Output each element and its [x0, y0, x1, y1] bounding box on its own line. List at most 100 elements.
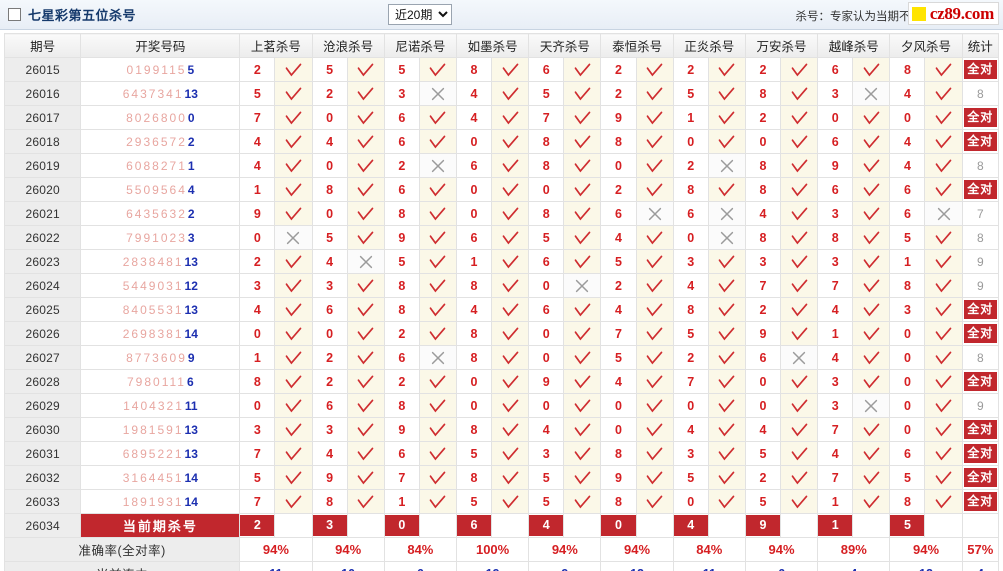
kill-value-expert-1: 4: [311, 441, 348, 466]
hit-check-icon-expert-2: [418, 465, 457, 490]
kill-value-expert-1: 8: [311, 177, 348, 202]
hit-check-icon-expert-4: [563, 441, 602, 466]
summary-pct-expert-5: 94%: [600, 537, 674, 562]
kill-value-expert-4: 8: [528, 201, 565, 226]
current-period-row: 26034 当前期杀号 2 3 0 6 4 0 4 9 1 5: [3, 513, 1000, 538]
kill-value-expert-9: 8: [889, 273, 926, 298]
kill-value-expert-3: 0: [455, 177, 493, 202]
hit-check-icon-expert-8: [852, 177, 891, 202]
kill-value-expert-0: 7: [239, 105, 276, 130]
current-kill-expert-0: 2: [239, 513, 276, 538]
hit-check-icon-expert-0: [274, 177, 313, 202]
hit-check-icon-expert-0: [274, 393, 313, 418]
row-stat: 9: [961, 249, 1000, 274]
hit-check-icon-expert-5: [635, 57, 674, 82]
kill-value-expert-3: 5: [455, 441, 493, 466]
summary-streak-expert-5: 12: [600, 561, 674, 571]
current-kill-expert-1: 3: [311, 513, 348, 538]
kill-value-expert-4: 5: [528, 465, 565, 490]
row-issue: 26015: [3, 57, 82, 82]
site-logo[interactable]: cz89.com: [907, 2, 999, 25]
current-result-placeholder-8: [852, 513, 891, 538]
kill-value-expert-4: 3: [528, 441, 565, 466]
hit-check-icon-expert-1: [346, 105, 385, 130]
hit-check-icon-expert-9: [924, 465, 963, 490]
kill-value-expert-7: 9: [744, 321, 782, 346]
hit-check-icon-expert-6: [707, 249, 746, 274]
kill-value-expert-1: 2: [311, 345, 348, 370]
summary-streak-expert-9: 12: [889, 561, 963, 571]
kill-value-expert-0: 4: [239, 153, 276, 178]
hit-check-icon-expert-8: [852, 105, 891, 130]
hit-check-icon-expert-9: [924, 177, 963, 202]
row-stat: 全对: [961, 105, 1000, 130]
table-row: 26021 64356322 9 0 8 0 8 6 6 4 3 6 7: [3, 201, 1000, 226]
col-header-expert-0: 上茗杀号: [239, 33, 313, 58]
hit-check-icon-expert-7: [779, 393, 819, 418]
kill-value-expert-3: 6: [455, 225, 493, 250]
kill-value-expert-4: 4: [528, 417, 565, 442]
hit-check-icon-expert-3: [491, 345, 530, 370]
hit-check-icon-expert-7: [779, 225, 819, 250]
hit-check-icon-expert-3: [491, 201, 530, 226]
row-issue: 26016: [3, 81, 82, 106]
summary-row-0: 准确率(全对率) 94% 94% 84% 100% 94% 94% 84% 94% 89% 94% 5…: [3, 537, 1000, 562]
miss-cross-icon-expert-2: [418, 345, 457, 370]
kill-value-expert-1: 6: [311, 393, 348, 418]
hit-check-icon-expert-7: [779, 105, 819, 130]
hit-check-icon-expert-7: [779, 129, 819, 154]
kill-value-expert-0: 5: [239, 465, 276, 490]
kill-value-expert-5: 5: [600, 345, 637, 370]
summary-pct-total: 57%: [961, 537, 1000, 562]
row-issue: 26020: [3, 177, 82, 202]
header-row: 期号 开奖号码 上茗杀号 沧浪杀号 尼诺杀号 如墨杀号 天齐杀号 泰恒杀号 正炎…: [3, 33, 1000, 58]
period-select-wrap[interactable]: 近20期: [388, 4, 452, 25]
table-row: 26016 643734113 5 2 3 4 5 2 5 8 3 4 8: [3, 81, 1000, 106]
kill-value-expert-2: 9: [383, 225, 420, 250]
kill-value-expert-4: 0: [528, 345, 565, 370]
miss-cross-icon-expert-8: [852, 393, 891, 418]
hit-check-icon-expert-4: [563, 201, 602, 226]
kill-value-expert-0: 1: [239, 345, 276, 370]
kill-value-expert-3: 0: [455, 393, 493, 418]
hit-check-icon-expert-3: [491, 225, 530, 250]
row-open-numbers: 79910233: [80, 225, 241, 250]
kill-value-expert-7: 2: [744, 57, 782, 82]
summary-label-0: 准确率(全对率): [3, 537, 241, 562]
kill-value-expert-8: 4: [817, 441, 854, 466]
hit-check-icon-expert-1: [346, 393, 385, 418]
kill-value-expert-5: 0: [600, 393, 637, 418]
hit-check-icon-expert-0: [274, 129, 313, 154]
hit-check-icon-expert-5: [635, 177, 674, 202]
table-row: 26022 79910233 0 5 9 6 5 4 0 8 8 5 8: [3, 225, 1000, 250]
hit-check-icon-expert-9: [924, 393, 963, 418]
all-correct-badge: 全对: [963, 444, 997, 463]
row-open-numbers: 189193114: [80, 489, 241, 514]
summary-streak-expert-8: 4: [817, 561, 891, 571]
current-result-placeholder-1: [346, 513, 385, 538]
header-checkbox[interactable]: [8, 8, 21, 21]
hit-check-icon-expert-0: [274, 441, 313, 466]
summary-pct-expert-1: 94%: [311, 537, 385, 562]
row-open-numbers: 29365722: [80, 129, 241, 154]
kill-value-expert-6: 0: [672, 225, 709, 250]
hit-check-icon-expert-5: [635, 81, 674, 106]
hit-check-icon-expert-3: [491, 273, 530, 298]
kill-value-expert-4: 0: [528, 273, 565, 298]
hit-check-icon-expert-3: [491, 441, 530, 466]
hit-check-icon-expert-7: [779, 441, 819, 466]
hit-check-icon-expert-6: [707, 369, 746, 394]
hit-check-icon-expert-3: [491, 129, 530, 154]
row-issue: 26025: [3, 297, 82, 322]
current-issue: 26034: [3, 513, 82, 538]
current-result-placeholder-5: [635, 513, 674, 538]
period-select[interactable]: 近20期: [388, 4, 452, 25]
kill-value-expert-5: 4: [600, 297, 637, 322]
kill-value-expert-2: 2: [383, 369, 420, 394]
hit-check-icon-expert-9: [924, 417, 963, 442]
row-stat: 全对: [961, 417, 1000, 442]
hit-check-icon-expert-5: [635, 321, 674, 346]
hit-check-icon-expert-7: [779, 201, 819, 226]
kill-value-expert-4: 7: [528, 105, 565, 130]
hit-check-icon-expert-6: [707, 297, 746, 322]
